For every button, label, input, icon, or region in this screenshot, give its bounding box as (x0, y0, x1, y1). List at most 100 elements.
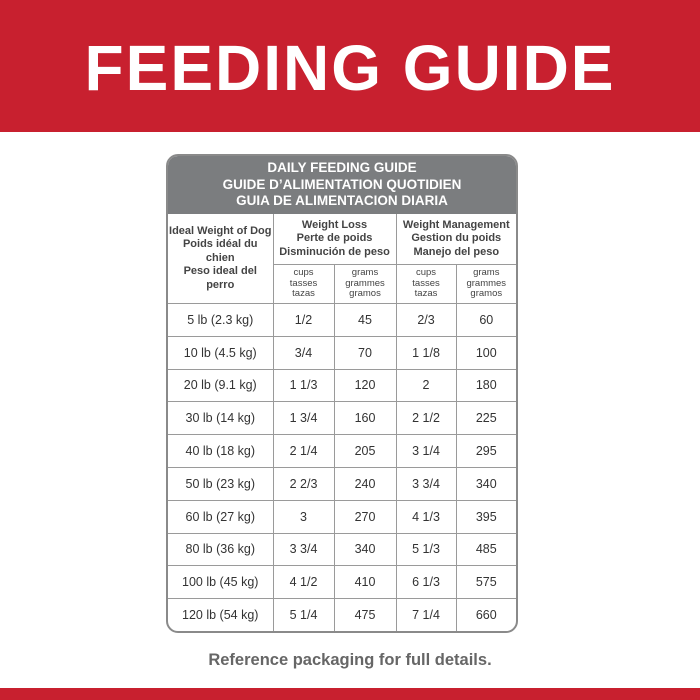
unit-line: grams (351, 267, 379, 279)
amount-cell: 2/3 (395, 303, 457, 337)
header-line: Ideal Weight of Dog (169, 224, 272, 237)
weight-cell: 60 lb (27 kg) (168, 499, 274, 534)
unit-line: tasses (289, 277, 318, 289)
amount-cell: 410 (333, 565, 397, 600)
weight-cell: 5 lb (2.3 kg) (168, 303, 274, 337)
unit-line: cups (415, 267, 437, 279)
amount-cell: 225 (455, 401, 516, 436)
unit-header: grams grammes gramos (333, 264, 397, 304)
amount-cell: 205 (333, 434, 397, 468)
amount-cell: 3 1/4 (395, 434, 457, 468)
amount-cell: 4 1/3 (395, 499, 457, 534)
amount-cell: 270 (333, 499, 397, 534)
amount-cell: 70 (333, 335, 397, 370)
title: FEEDING GUIDE (84, 32, 616, 104)
unit-header: cups tasses tazas (395, 264, 457, 304)
amount-cell: 2 2/3 (272, 466, 335, 501)
amount-cell: 1/2 (272, 303, 335, 337)
unit-line: gramos (349, 288, 381, 300)
amount-cell: 4 1/2 (272, 565, 335, 600)
amount-cell: 660 (455, 598, 516, 631)
footer-note: Reference packaging for full details. (208, 651, 492, 669)
amount-cell: 2 (395, 368, 457, 403)
header-line: Disminución de peso (279, 245, 390, 258)
amount-cell: 575 (455, 565, 516, 600)
amount-cell: 3 3/4 (272, 532, 335, 567)
group-header: Weight Loss Perte de poids Disminución de … (272, 214, 397, 265)
amount-cell: 485 (455, 532, 516, 567)
weight-cell: 20 lb (9.1 kg) (168, 368, 274, 403)
data-row: 100 lb (45 kg) 4 1/2 410 6 1/3 575 (168, 565, 516, 600)
amount-cell: 240 (333, 466, 397, 501)
feeding-table: DAILY FEEDING GUIDE GUIDE D’ALIMENTATION … (166, 154, 518, 633)
amount-cell: 45 (333, 303, 397, 337)
amount-cell: 1 1/3 (272, 368, 335, 403)
data-row: 120 lb (54 kg) 5 1/4 475 7 1/4 660 (168, 598, 516, 631)
amount-cell: 340 (455, 466, 516, 501)
group-header: Weight Management Gestion du poids Manejo … (395, 214, 516, 265)
data-row: 10 lb (4.5 kg) 3/4 70 1 1/8 100 (168, 335, 516, 370)
data-row: 60 lb (27 kg) 3 270 4 1/3 395 (168, 499, 516, 534)
unit-line: tasses (412, 277, 440, 289)
unit-line: tazas (292, 288, 315, 300)
unit-header-row: cups tasses tazas grams grammes gramos cups tas… (168, 264, 516, 304)
title-line: GUIDE D’ALIMENTATION QUOTIDIEN (222, 176, 462, 192)
header-line: Gestion du poids (411, 232, 502, 245)
unit-line: grammes (466, 277, 507, 289)
amount-cell: 180 (455, 368, 516, 403)
amount-cell: 1 3/4 (272, 401, 335, 436)
amount-cell: 160 (333, 401, 397, 436)
amount-cell: 3 (272, 499, 335, 534)
unit-line: grammes (345, 277, 385, 289)
header-line: Peso ideal del perro (183, 265, 257, 291)
header-line: Weight Loss (301, 218, 368, 231)
weight-cell: 10 lb (4.5 kg) (168, 335, 274, 370)
amount-cell: 120 (333, 368, 397, 403)
group-header-row: Ideal Weight of Dog Poids idéal du chien P… (168, 214, 516, 304)
amount-cell: 475 (333, 598, 397, 631)
weight-cell: 80 lb (36 kg) (168, 532, 274, 567)
amount-cell: 60 (455, 303, 516, 337)
data-row: 80 lb (36 kg) 3 3/4 340 5 1/3 485 (168, 532, 516, 567)
table-grid: Ideal Weight of Dog Poids idéal du chien P… (168, 214, 516, 631)
unit-header: cups tasses tazas (273, 264, 335, 304)
weight-cell: 30 lb (14 kg) (168, 401, 274, 436)
amount-cell: 3/4 (272, 335, 335, 370)
weight-cell: 100 lb (45 kg) (168, 565, 274, 600)
amount-cell: 1 1/8 (395, 335, 457, 370)
unit-line: gramos (470, 288, 503, 300)
header-line: Manejo del peso (413, 245, 500, 258)
amount-cell: 5 1/4 (272, 598, 335, 631)
amount-cell: 340 (333, 532, 397, 567)
weight-cell: 40 lb (18 kg) (168, 434, 274, 468)
amount-cell: 295 (455, 434, 516, 468)
weight-cell: 50 lb (23 kg) (168, 466, 274, 501)
unit-line: tazas (414, 288, 438, 300)
amount-cell: 2 1/2 (395, 401, 457, 436)
weight-cell: 120 lb (54 kg) (168, 598, 274, 631)
amount-cell: 5 1/3 (395, 532, 457, 567)
data-row: 50 lb (23 kg) 2 2/3 240 3 3/4 340 (168, 466, 516, 501)
header-line: Poids idéal du chien (182, 238, 258, 264)
header-banner: FEEDING GUIDE (0, 0, 700, 132)
amount-cell: 7 1/4 (395, 598, 457, 631)
title-line: GUIA DE ALIMENTACION DIARIA (236, 193, 448, 208)
bottom-bar (0, 688, 700, 700)
header-line: Weight Management (402, 218, 510, 231)
header-line: Perte de poids (296, 232, 373, 245)
data-row: 5 lb (2.3 kg) 1/2 45 2/3 60 (168, 303, 516, 337)
data-row: 20 lb (9.1 kg) 1 1/3 120 2 180 (168, 368, 516, 403)
unit-line: grams (473, 267, 500, 279)
unit-line: cups (293, 267, 314, 279)
amount-cell: 100 (455, 335, 516, 370)
unit-header: grams grammes gramos (455, 264, 516, 304)
amount-cell: 395 (455, 499, 516, 534)
data-row: 40 lb (18 kg) 2 1/4 205 3 1/4 295 (168, 434, 516, 468)
table-title: DAILY FEEDING GUIDE GUIDE D’ALIMENTATION … (168, 156, 516, 214)
data-row: 30 lb (14 kg) 1 3/4 160 2 1/2 225 (168, 401, 516, 436)
amount-cell: 6 1/3 (395, 565, 457, 600)
weight-header: Ideal Weight of Dog Poids idéal du chien P… (168, 214, 274, 304)
amount-cell: 3 3/4 (395, 466, 457, 501)
title-line: DAILY FEEDING GUIDE (267, 160, 417, 175)
